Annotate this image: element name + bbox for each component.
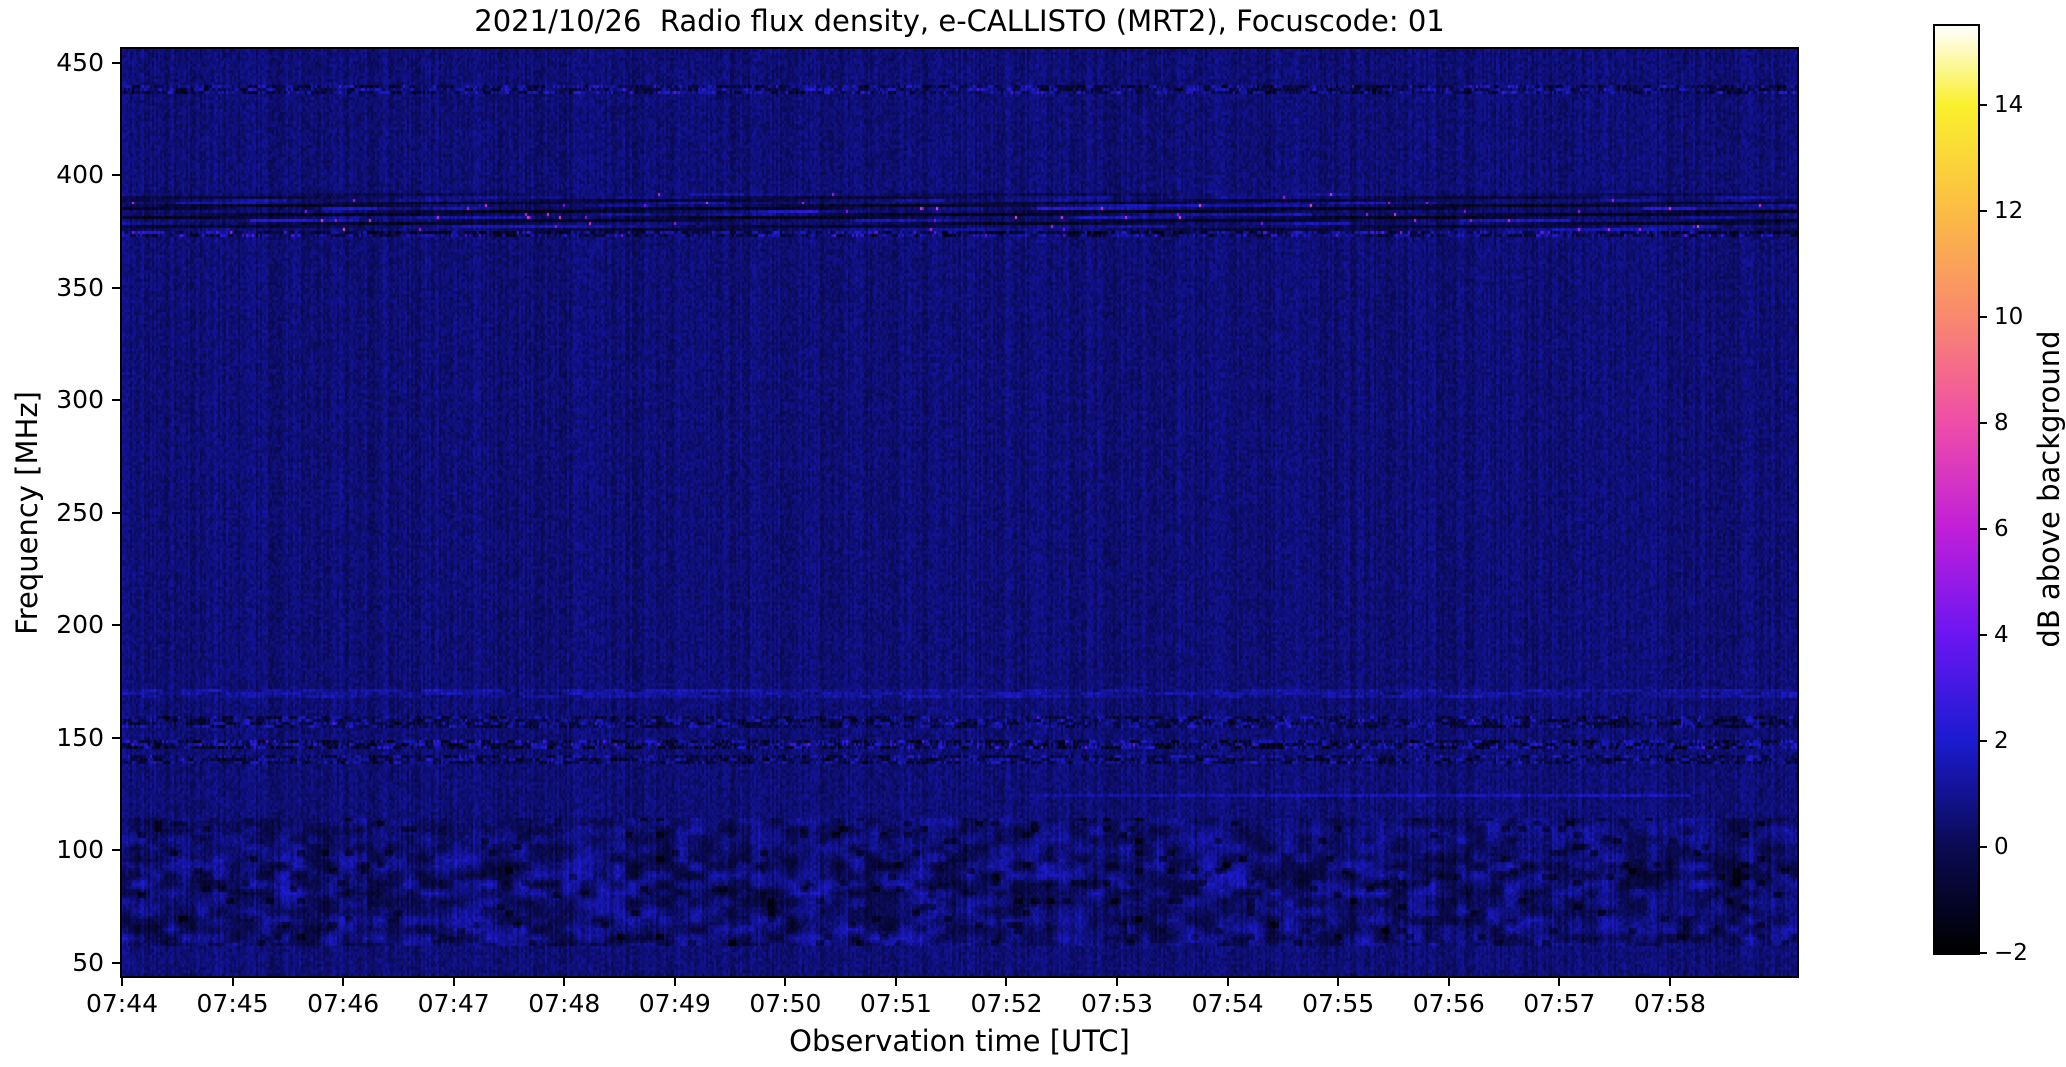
colorbar-tick-label: 12 [1994,198,2024,225]
x-axis-tick [1447,978,1450,986]
x-axis-tick-label: 07:45 [196,989,269,1018]
y-axis-tick-label: 250 [56,497,104,527]
colorbar-tick-label: 0 [1994,834,2009,861]
colorbar-tick-label: 2 [1994,728,2009,755]
colorbar-tick [1980,316,1987,319]
x-axis-tick-label: 07:44 [85,989,159,1018]
colorbar-gradient [1935,26,1978,953]
colorbar-tick-label: 4 [1994,622,2009,649]
colorbar-tick-label: 6 [1994,516,2009,543]
y-axis-tick-label: 400 [56,160,104,190]
x-axis-tick-label: 07:51 [859,989,932,1018]
y-axis-tick [112,399,120,402]
y-axis-tick-label: 300 [56,385,104,415]
x-axis-tick [342,978,345,986]
colorbar-tick-label: 14 [1994,92,2024,119]
y-axis-tick [112,624,120,627]
x-axis-tick [784,978,787,986]
colorbar-tick [1980,634,1987,637]
colorbar-tick [1980,952,1987,954]
y-axis-tick [112,286,120,289]
y-axis-tick [112,961,120,964]
x-axis-tick-label: 07:48 [528,989,601,1018]
x-axis-tick-label: 07:56 [1412,989,1485,1018]
colorbar-tick [1980,846,1987,849]
colorbar-tick [1980,104,1987,107]
x-axis-title: Observation time [UTC] [789,1024,1130,1058]
x-axis-tick-label: 07:50 [749,989,822,1018]
colorbar-tick [1980,210,1987,213]
colorbar-tick [1980,528,1987,531]
y-axis-tick-label: 50 [72,947,104,977]
y-axis-tick-label: 200 [56,610,104,640]
plot-title: 2021/10/26 Radio flux density, e-CALLIST… [474,4,1445,38]
x-axis-tick [1005,978,1008,986]
x-axis-tick [231,978,234,986]
colorbar-tick-label: 8 [1994,410,2009,437]
x-axis-tick [563,978,566,986]
colorbar-tick [1980,740,1987,743]
x-axis-tick-label: 07:57 [1523,989,1596,1018]
y-axis-tick-label: 150 [56,722,104,752]
y-axis-tick [112,849,120,852]
x-axis-tick [894,978,897,986]
y-axis-tick [112,61,120,64]
x-axis-tick [121,978,123,986]
x-axis-tick-label: 07:47 [417,989,490,1018]
x-axis-tick-label: 07:46 [307,989,380,1018]
x-axis-tick-label: 07:52 [970,989,1043,1018]
y-axis-tick-label: 100 [56,835,104,865]
colorbar [1933,24,1980,955]
x-axis-tick-label: 07:53 [1081,989,1154,1018]
spectrogram-plot-area [120,47,1799,978]
x-axis-tick [1558,978,1561,986]
colorbar-tick-label: 10 [1994,304,2024,331]
x-axis-tick [1116,978,1119,986]
y-axis-tick [112,174,120,177]
colorbar-title: dB above background [2032,330,2066,648]
x-axis-tick [452,978,455,986]
y-axis-tick-label: 450 [56,47,104,77]
x-axis-tick [1337,978,1340,986]
x-axis-tick-label: 07:54 [1191,989,1264,1018]
x-axis-tick [1668,978,1671,986]
y-axis-tick [112,511,120,514]
x-axis-tick [673,978,676,986]
y-axis-tick [112,736,120,739]
x-axis-tick-label: 07:55 [1302,989,1375,1018]
colorbar-tick [1980,422,1987,425]
x-axis-tick-label: 07:58 [1633,989,1706,1018]
x-axis-tick-label: 07:49 [638,989,711,1018]
x-axis-tick [1226,978,1229,986]
y-axis-tick-label: 350 [56,272,104,302]
colorbar-tick-label: −2 [1994,940,2028,966]
spectrogram-canvas [122,49,1797,976]
